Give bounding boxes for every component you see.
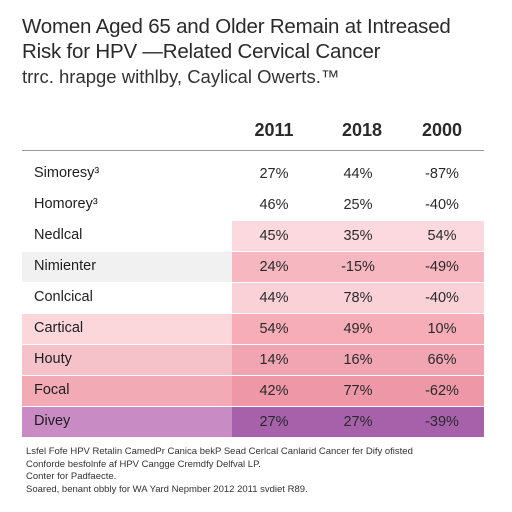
row-label: Cartical [34, 320, 84, 336]
cell-value-2000: -49% [425, 259, 459, 275]
table-row: Homorey³ 46% 25% -40% [22, 190, 484, 220]
table-row: Nimienter 24% -15% -49% [22, 252, 484, 282]
column-header-2011: 2011 [254, 120, 294, 140]
column-header-2000: 2000 [421, 120, 463, 140]
row-label: Simoresy³ [34, 165, 100, 181]
table-row: Conlcical 44% 78% -40% [22, 283, 484, 313]
cell-value-2018: -15% [341, 259, 375, 275]
cell-value-2011: 54% [259, 321, 289, 337]
footnotes: Lsfel Fofe HPV Retalin CamedPr Canica be… [26, 446, 486, 496]
row-label-cell: Simoresy³ [22, 159, 232, 189]
cell-value-2018: 25% [343, 197, 373, 213]
column-header-2018: 2018 [341, 120, 383, 140]
footnote-line: Lsfel Fofe HPV Retalin CamedPr Canica be… [26, 446, 413, 457]
table-row: Cartical 54% 49% 10% [22, 314, 484, 344]
title-line-1: Women Aged 65 and Older Remain at Intrea… [22, 15, 451, 38]
row-label: Nedlcal [34, 227, 83, 243]
header-divider [22, 150, 484, 151]
row-value-shading [232, 314, 484, 344]
cell-value-2018: 49% [343, 321, 373, 337]
cell-value-2000: -40% [425, 290, 459, 306]
subtitle: trrc. hrapge withlby, Caylical Owerts.™ [22, 66, 340, 87]
cell-value-2011: 27% [259, 414, 289, 430]
cell-value-2000: -40% [425, 197, 459, 213]
cell-value-2018: 16% [343, 352, 373, 368]
row-label-cell: Nimienter [22, 252, 232, 282]
cell-value-2018: 27% [343, 414, 373, 430]
row-label-cell: Houty [22, 345, 232, 375]
cell-value-2000: -87% [425, 166, 459, 182]
footnote-line: Conforde besfolnfe af HPV Cangge Cremdfy… [26, 458, 261, 470]
row-value-shading [232, 190, 484, 220]
row-value-shading [232, 283, 484, 313]
row-label: Conlcical [34, 289, 93, 305]
cell-value-2011: 27% [259, 166, 289, 182]
cell-value-2000: 66% [427, 352, 457, 368]
cell-value-2011: 44% [259, 290, 289, 306]
row-value-shading [232, 221, 484, 251]
table-row: Simoresy³ 27% 44% -87% [22, 159, 484, 189]
cell-value-2000: -62% [425, 383, 459, 399]
row-label: Houty [34, 351, 72, 367]
cell-value-2018: 77% [343, 383, 373, 399]
row-label: Focal [34, 382, 70, 398]
row-value-shading [232, 159, 484, 189]
row-label-cell: Conlcical [22, 283, 232, 313]
cell-value-2018: 35% [343, 228, 373, 244]
cell-value-2011: 14% [259, 352, 289, 368]
row-label: Divey [34, 413, 71, 429]
footnote-line: Soared, benant obbly for WA Yard Nepmber… [26, 483, 308, 495]
cell-value-2018: 78% [343, 290, 373, 306]
row-label-cell: Cartical [22, 314, 232, 344]
row-value-shading [232, 407, 484, 437]
cell-value-2018: 44% [343, 166, 373, 182]
cell-value-2011: 42% [259, 383, 289, 399]
table-row: Divey 27% 27% -39% [22, 407, 484, 437]
row-label-cell: Nedlcal [22, 221, 232, 251]
row-label-cell: Focal [22, 376, 232, 406]
table-body: Simoresy³ 27% 44% -87% Homorey³ 46% 25% -40% Ned… [22, 159, 484, 438]
cell-value-2000: 54% [427, 228, 457, 244]
row-label: Homorey³ [34, 196, 98, 212]
row-label-cell: Homorey³ [22, 190, 232, 220]
cell-value-2011: 46% [259, 197, 289, 213]
row-value-shading [232, 345, 484, 375]
column-header-row: 2011 2018 2000 [22, 120, 484, 146]
table-row: Houty 14% 16% 66% [22, 345, 484, 375]
cell-value-2000: 10% [427, 321, 457, 337]
footnote-line: Conter for Padfaecte. [26, 471, 117, 482]
data-table: 2011 2018 2000 Simoresy³ 27% 44% -87% Homore… [22, 120, 484, 437]
row-value-shading [232, 252, 484, 282]
title-line-2: Risk for HPV —Related Cervical Cancer [22, 40, 381, 63]
row-label-cell: Divey [22, 407, 232, 437]
cell-value-2011: 45% [259, 228, 289, 244]
cell-value-2011: 24% [259, 259, 289, 275]
row-label: Nimienter [34, 258, 97, 274]
table-row: Nedlcal 45% 35% 54% [22, 221, 484, 251]
report-header: Women Aged 65 and Older Remain at Intrea… [22, 14, 492, 89]
row-value-shading [232, 376, 484, 406]
cell-value-2000: -39% [425, 414, 459, 430]
table-row: Focal 42% 77% -62% [22, 376, 484, 406]
